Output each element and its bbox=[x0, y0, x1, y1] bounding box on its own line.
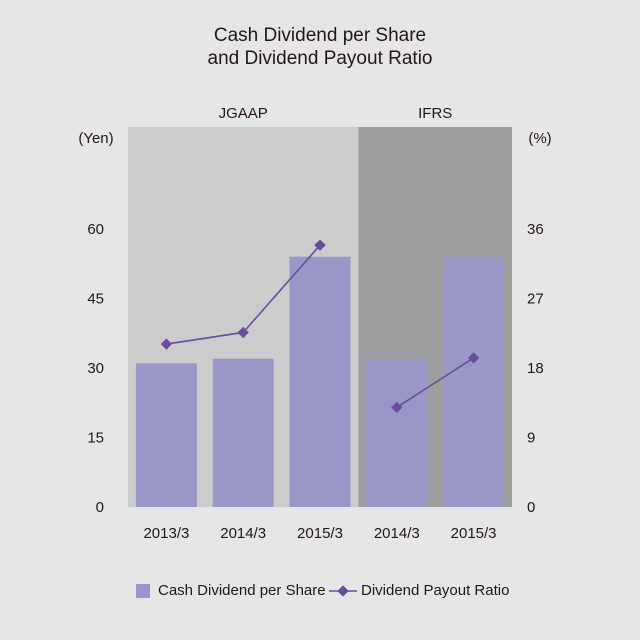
right-tick-label: 0 bbox=[527, 499, 535, 516]
payout-point bbox=[160, 338, 173, 350]
x-tick-label: 2013/3 bbox=[143, 525, 189, 542]
chart-subtitle: and Dividend Payout Ratio bbox=[207, 48, 433, 69]
bar-0 bbox=[135, 363, 197, 507]
legend-bar-label: Cash Dividend per Share bbox=[158, 582, 326, 599]
left-tick-label: 0 bbox=[96, 499, 104, 516]
legend-line-label: Dividend Payout Ratio bbox=[361, 582, 510, 599]
right-tick-label: 18 bbox=[527, 360, 544, 377]
payout-line-1 bbox=[396, 357, 475, 409]
payout-point bbox=[314, 239, 326, 251]
payout-point bbox=[391, 401, 403, 414]
payout-point bbox=[467, 352, 480, 364]
right-axis-unit: (%) bbox=[528, 130, 551, 147]
payout-point bbox=[237, 326, 249, 339]
bar-2 bbox=[289, 256, 351, 507]
left-tick-label: 30 bbox=[87, 360, 104, 377]
legend-item-line: Dividend Payout Ratio bbox=[329, 582, 509, 599]
x-tick-label: 2015/3 bbox=[297, 525, 343, 542]
right-tick-label: 36 bbox=[527, 221, 544, 238]
right-tick-label: 9 bbox=[527, 429, 535, 446]
legend-line-marker bbox=[329, 584, 357, 597]
bar-1 bbox=[212, 358, 274, 507]
left-tick-label: 45 bbox=[87, 290, 104, 307]
section-label: IFRS bbox=[418, 105, 452, 122]
left-tick-label: 15 bbox=[87, 429, 104, 446]
x-tick-label: 2014/3 bbox=[374, 525, 420, 542]
legend-bar-swatch bbox=[136, 583, 150, 598]
bar-4 bbox=[443, 256, 505, 507]
legend-item-bar: Cash Dividend per Share bbox=[136, 582, 326, 599]
right-tick-label: 27 bbox=[527, 290, 544, 307]
section-label: JGAAP bbox=[219, 105, 268, 122]
bar-3 bbox=[366, 358, 428, 507]
left-tick-label: 60 bbox=[87, 221, 104, 238]
left-axis-unit: (Yen) bbox=[78, 130, 113, 147]
x-tick-label: 2015/3 bbox=[451, 525, 497, 542]
chart-title: Cash Dividend per Share bbox=[213, 25, 427, 46]
x-tick-label: 2014/3 bbox=[220, 525, 266, 542]
